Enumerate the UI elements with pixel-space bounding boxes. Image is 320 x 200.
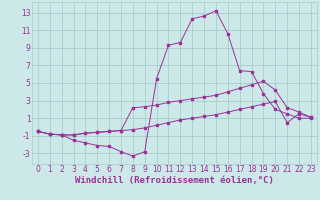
X-axis label: Windchill (Refroidissement éolien,°C): Windchill (Refroidissement éolien,°C) [75, 176, 274, 185]
